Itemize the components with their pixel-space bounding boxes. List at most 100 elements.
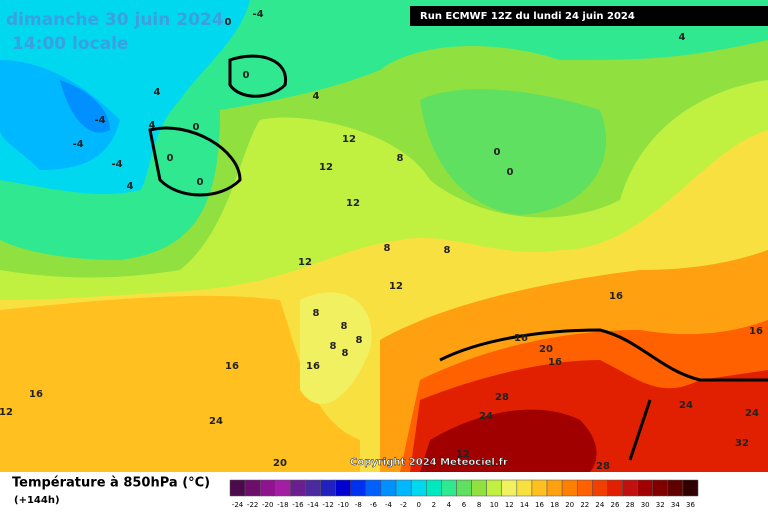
scale-label: 0 — [416, 501, 420, 509]
contour-label: 20 — [539, 344, 553, 355]
contour-label: 0 — [494, 147, 501, 158]
contour-label: 8 — [356, 335, 363, 346]
contour-label: 0 — [193, 122, 200, 133]
run-info: Run ECMWF 12Z du lundi 24 juin 2024 — [420, 11, 635, 22]
contour-label: 4 — [154, 87, 161, 98]
contour-label: 8 — [342, 348, 349, 359]
contour-label: 0 — [167, 153, 174, 164]
scale-label: 28 — [626, 501, 635, 509]
scale-swatch — [229, 479, 246, 497]
scale-swatch — [350, 479, 367, 497]
scale-swatch — [667, 479, 684, 497]
contour-label: 28 — [495, 392, 509, 403]
scale-swatch — [592, 479, 608, 497]
scale-label: -8 — [355, 501, 362, 509]
contour-label: 12 — [456, 449, 470, 460]
scale-swatch — [365, 479, 382, 497]
contour-label: 12 — [298, 257, 312, 268]
scale-label: -20 — [262, 501, 273, 509]
scale-label: 8 — [477, 501, 481, 509]
scale-label: 24 — [595, 501, 604, 509]
scale-label: -2 — [400, 501, 407, 509]
contour-label: 24 — [679, 400, 693, 411]
legend-title: Température à 850hPa (°C) — [12, 476, 210, 491]
contour-label: 12 — [342, 134, 356, 145]
scale-label: -14 — [307, 501, 319, 509]
contour-label: 8 — [397, 153, 404, 164]
contour-label: 4 — [679, 32, 686, 43]
scale-label: -12 — [322, 501, 333, 509]
scale-swatch — [395, 479, 412, 497]
contour-label: 16 — [225, 361, 239, 372]
zone-12 — [300, 292, 372, 405]
contour-label: 16 — [548, 357, 562, 368]
scale-label: 22 — [580, 501, 589, 509]
isotherm-24 — [439, 328, 768, 461]
scale-swatch — [320, 479, 336, 497]
contour-label: 16 — [609, 291, 623, 302]
contour-label: 4 — [149, 120, 156, 131]
scale-label: -18 — [277, 501, 288, 509]
scale-swatch — [441, 479, 457, 497]
scale-label: 6 — [462, 501, 467, 509]
scale-label: 18 — [550, 501, 559, 509]
contour-label: 12 — [319, 162, 333, 173]
scale-swatch — [290, 479, 306, 497]
contour-label: 12 — [389, 281, 403, 292]
scale-swatch — [576, 479, 593, 497]
scale-swatch — [561, 479, 578, 497]
scale-swatch — [426, 479, 442, 497]
contour-label: 0 — [243, 70, 250, 81]
scale-swatch — [335, 479, 352, 497]
scale-label: 32 — [656, 501, 665, 509]
scale-label: -6 — [370, 501, 378, 509]
contour-label: 16 — [514, 333, 528, 344]
scale-label: -4 — [385, 501, 393, 509]
scale-label: -10 — [338, 501, 349, 509]
scale-label: 14 — [520, 501, 529, 509]
scale-swatch — [456, 479, 472, 497]
map-date: dimanche 30 juin 2024 — [6, 10, 224, 30]
contour-label: -4 — [72, 139, 83, 150]
scale-label: 20 — [565, 501, 574, 509]
scale-swatch — [622, 479, 638, 497]
contour-label: 16 — [306, 361, 320, 372]
scale-label: 16 — [535, 501, 544, 509]
contour-label: -4 — [252, 9, 263, 20]
contour-label: 4 — [313, 91, 320, 102]
copyright: Copyright 2024 Meteociel.fr — [350, 457, 508, 468]
contour-label: 12 — [346, 198, 360, 209]
contour-label: 32 — [735, 438, 749, 449]
scale-label: 10 — [490, 501, 499, 509]
scale-label: 26 — [611, 501, 620, 509]
contour-label: 24 — [209, 416, 223, 427]
contour-label: 24 — [745, 408, 759, 419]
contour-label: 0 — [507, 167, 514, 178]
legend-lead: (+144h) — [14, 495, 60, 506]
isotherm-0 — [148, 54, 287, 197]
scale-swatch — [607, 479, 623, 497]
scale-label: -24 — [232, 501, 244, 509]
zone-m4 — [60, 80, 110, 133]
zone-m2 — [0, 60, 120, 170]
scale-swatch — [652, 479, 669, 497]
scale-swatch — [244, 479, 261, 497]
contour-label: 8 — [444, 245, 451, 256]
scale-swatch — [516, 479, 533, 497]
scale-swatch — [501, 479, 518, 497]
scale-swatch — [531, 479, 548, 497]
scale-label: -16 — [292, 501, 304, 509]
scale-swatch — [380, 479, 397, 497]
contour-label: 16 — [29, 389, 43, 400]
scale-label: 34 — [671, 501, 680, 509]
zone-6 — [420, 89, 607, 215]
contour-label: 24 — [479, 411, 493, 422]
scale-swatch — [259, 479, 276, 497]
zone-16a — [0, 295, 360, 472]
contour-label: 8 — [330, 341, 337, 352]
scale-label: -22 — [247, 501, 258, 509]
contour-label: 8 — [341, 321, 348, 332]
scale-swatch — [410, 479, 427, 497]
